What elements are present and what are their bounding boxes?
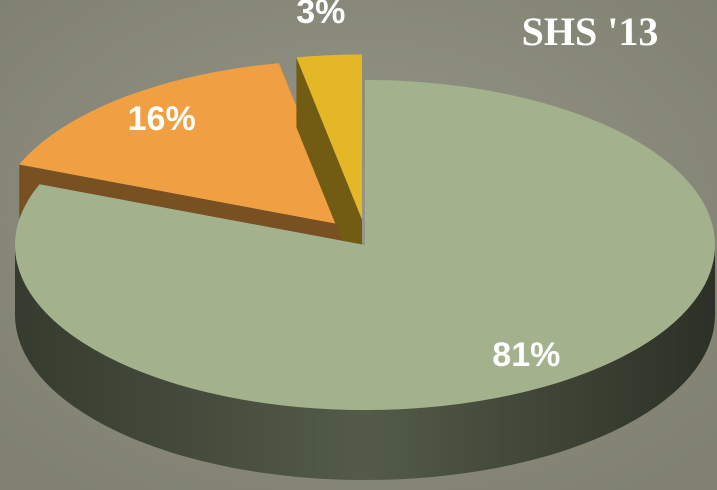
- slice-side-shade: [15, 245, 715, 480]
- slice-top: [14, 80, 715, 411]
- data-label: 81%: [492, 336, 560, 374]
- slice-wall: [296, 57, 362, 290]
- pie: 81% 16% 3%: [14, 0, 715, 480]
- slice-top: [296, 54, 362, 220]
- chart-title: SHS '13: [522, 9, 659, 54]
- data-label: 16%: [128, 100, 196, 138]
- slice-top: [19, 63, 345, 226]
- data-label: 3%: [296, 0, 345, 31]
